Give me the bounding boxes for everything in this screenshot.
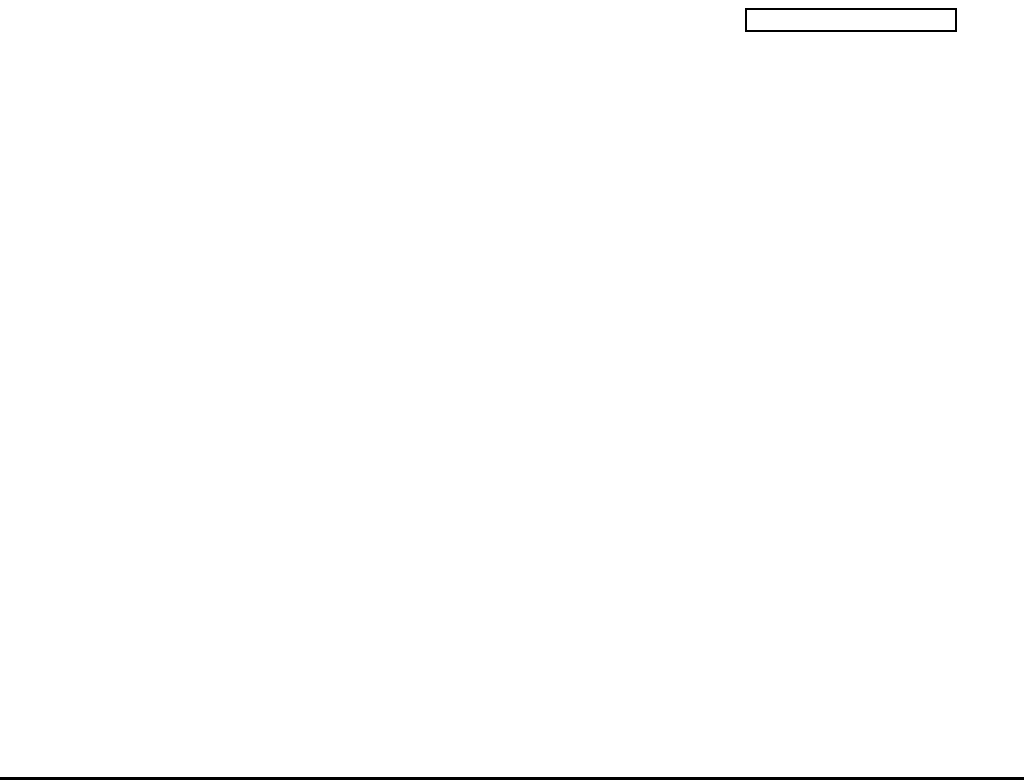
duty-details-left <box>55 422 70 632</box>
power-npsh-chart <box>0 515 1024 715</box>
power-details <box>55 699 70 781</box>
page-bottom-rule <box>0 777 1024 780</box>
qh-eta-chart <box>0 0 1024 460</box>
duty-details-right <box>440 422 455 632</box>
pump-type-box <box>745 8 957 32</box>
